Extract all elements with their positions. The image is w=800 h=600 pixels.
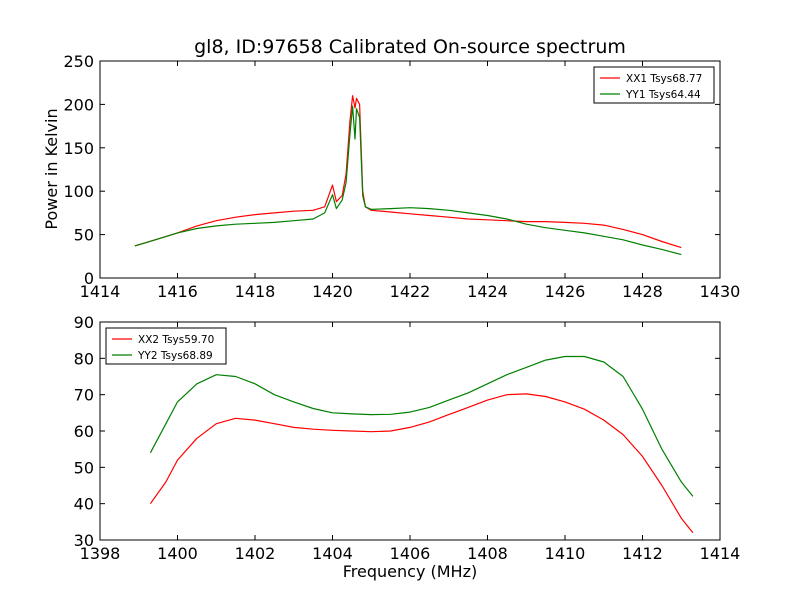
y-tick-label: 0 — [84, 269, 94, 288]
y-tick-label: 80 — [74, 349, 94, 368]
y-tick-label: 150 — [63, 139, 94, 158]
chart-title: gl8, ID:97658 Calibrated On-source spect… — [194, 36, 626, 58]
top-legend-box — [593, 66, 715, 104]
x-tick-label: 1424 — [467, 282, 508, 301]
legend-label-yy2: YY2 Tsys68.89 — [137, 350, 213, 362]
series-line-0 — [134, 95, 682, 249]
bottom-legend-box — [105, 327, 227, 365]
series-line-0 — [149, 393, 694, 534]
x-axis-label: Frequency (MHz) — [343, 562, 477, 581]
x-tick-label: 1428 — [622, 282, 663, 301]
x-tick-label: 1412 — [622, 544, 663, 563]
top-panel: 1414 1416 1418 1420 1422 1424 1426 1428 1430 0 50… — [63, 52, 740, 301]
x-tick-label: 1420 — [312, 282, 353, 301]
top-series-lines — [134, 95, 682, 256]
y-tick-label: 30 — [74, 531, 94, 550]
y-tick-label: 70 — [74, 386, 94, 405]
y-tick-label: 250 — [63, 52, 94, 71]
series-line-1 — [149, 355, 694, 497]
x-tick-label: 1430 — [700, 282, 741, 301]
x-tick-label: 1418 — [235, 282, 276, 301]
bottom-series-lines — [149, 355, 694, 534]
y-tick-label: 200 — [63, 95, 94, 114]
y-tick-label: 90 — [74, 313, 94, 332]
x-tick-label: 1410 — [545, 544, 586, 563]
legend-label-xx2: XX2 Tsys59.70 — [138, 334, 214, 346]
x-tick-label: 1426 — [545, 282, 586, 301]
x-tick-label: 1416 — [157, 282, 198, 301]
y-tick-label: 50 — [74, 458, 94, 477]
x-tick-label: 1408 — [467, 544, 508, 563]
top-y-ticks: 0 50 100 150 200 250 — [63, 52, 720, 288]
x-tick-label: 1422 — [390, 282, 431, 301]
bottom-x-ticks: 1398 1400 1402 1404 1406 1408 1410 1412 1414 — [80, 322, 741, 563]
x-tick-label: 1404 — [312, 544, 353, 563]
y-tick-label: 50 — [74, 226, 94, 245]
x-tick-label: 1406 — [390, 544, 431, 563]
x-tick-label: 1402 — [235, 544, 276, 563]
y-tick-label: 40 — [74, 495, 94, 514]
bottom-y-ticks: 30 40 50 60 70 80 90 — [74, 313, 720, 550]
x-tick-label: 1400 — [157, 544, 198, 563]
x-tick-label: 1414 — [700, 544, 741, 563]
bottom-panel: 1398 1400 1402 1404 1406 1408 1410 1412 1414 30 4… — [74, 313, 741, 563]
x-tick-label: 1414 — [80, 282, 121, 301]
top-x-ticks: 1414 1416 1418 1420 1422 1424 1426 1428 1430 — [80, 61, 741, 301]
top-legend: XX1 Tsys68.77 YY1 Tsys64.44 — [593, 66, 715, 104]
legend-label-yy1: YY1 Tsys64.44 — [625, 89, 701, 101]
y-tick-label: 100 — [63, 182, 94, 201]
legend-label-xx1: XX1 Tsys68.77 — [626, 73, 702, 85]
x-tick-label: 1398 — [80, 544, 121, 563]
y-axis-label: Power in Kelvin — [42, 108, 61, 229]
series-line-1 — [134, 105, 682, 256]
bottom-legend: XX2 Tsys59.70 YY2 Tsys68.89 — [105, 327, 227, 365]
y-tick-label: 60 — [74, 422, 94, 441]
